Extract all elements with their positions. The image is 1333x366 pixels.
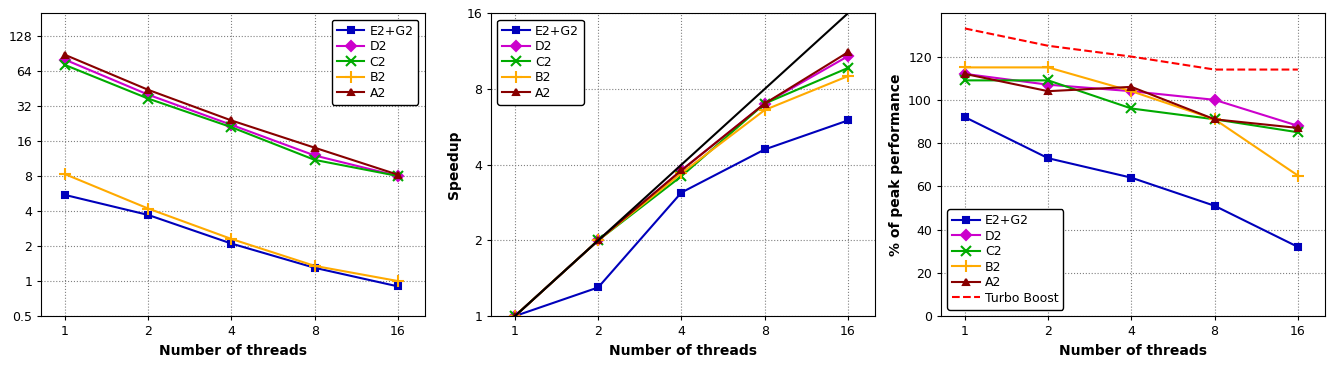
- Legend: E2+G2, D2, C2, B2, A2: E2+G2, D2, C2, B2, A2: [332, 20, 419, 105]
- Y-axis label: % of peak performance: % of peak performance: [889, 74, 902, 256]
- X-axis label: Number of threads: Number of threads: [159, 344, 307, 358]
- X-axis label: Number of threads: Number of threads: [609, 344, 757, 358]
- X-axis label: Number of threads: Number of threads: [1058, 344, 1206, 358]
- Y-axis label: Speedup: Speedup: [447, 130, 461, 199]
- Legend: E2+G2, D2, C2, B2, A2: E2+G2, D2, C2, B2, A2: [497, 20, 584, 105]
- Legend: E2+G2, D2, C2, B2, A2, Turbo Boost: E2+G2, D2, C2, B2, A2, Turbo Boost: [948, 209, 1064, 310]
